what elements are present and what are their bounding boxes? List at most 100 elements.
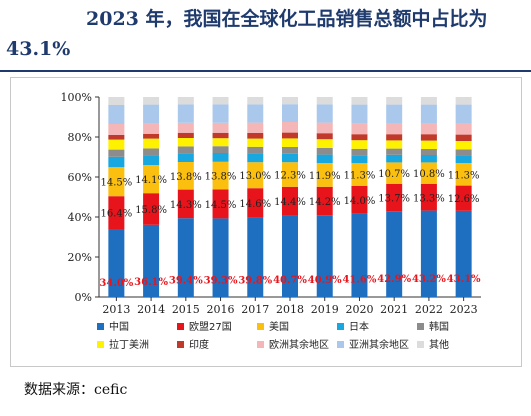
data-label: 34.0%	[99, 278, 133, 289]
bar-segment-3	[420, 162, 437, 184]
legend-label: 美国	[269, 320, 289, 333]
bar-segment-4	[455, 155, 472, 163]
bar-segment-8	[143, 123, 160, 134]
x-tick-label: 2014	[137, 303, 165, 316]
x-tick-label: 2023	[450, 303, 478, 316]
bar-segment-8	[386, 123, 403, 135]
bar-segment-6	[282, 138, 298, 147]
bar-segment-4	[177, 153, 194, 162]
bar-segment-4	[351, 155, 368, 164]
data-label: 39.3%	[204, 276, 238, 287]
y-tick-label: 100%	[61, 91, 92, 104]
bar-segment-4	[316, 154, 333, 163]
bar-segment-8	[420, 123, 437, 135]
data-label: 41.6%	[343, 275, 377, 286]
data-label: 10.7%	[378, 169, 410, 180]
bar-segment-8	[455, 123, 472, 135]
bar-segment-7	[108, 135, 125, 140]
data-label: 12.3%	[274, 171, 306, 182]
data-label: 10.8%	[413, 169, 445, 180]
bar-segment-2	[420, 184, 437, 211]
bar-segment-9	[177, 104, 194, 123]
legend-label: 印度	[189, 338, 209, 351]
bar-segment-2	[177, 189, 194, 219]
bar-segment-5	[212, 146, 229, 153]
bar-segment-10	[351, 97, 368, 105]
x-tick-label: 2017	[241, 303, 269, 316]
legend-label: 中国	[109, 320, 129, 333]
legend-label: 其他	[429, 338, 449, 351]
bar-segment-5	[247, 146, 264, 154]
data-label: 43.1%	[447, 274, 481, 285]
bar-segment-5	[143, 148, 160, 156]
bar-segment-10	[247, 97, 264, 105]
bar-segment-10	[143, 97, 160, 105]
bar-segment-6	[455, 141, 472, 150]
bar-segment-8	[108, 124, 125, 135]
title-divider	[0, 70, 531, 72]
bar-segment-3	[108, 167, 125, 197]
bar-segment-7	[282, 132, 298, 139]
data-label: 13.8%	[170, 172, 202, 183]
bar-segment-8	[247, 122, 264, 133]
legend-swatch	[97, 323, 104, 330]
bar-segment-10	[386, 97, 403, 105]
bar-segment-7	[177, 132, 194, 138]
y-tick-label: 0%	[75, 291, 92, 304]
bar-segment-6	[212, 138, 229, 147]
bar-segment-8	[282, 122, 298, 133]
bar-segment-2	[386, 183, 403, 212]
data-label: 12.6%	[448, 194, 480, 205]
data-label: 14.1%	[135, 175, 167, 186]
bar-segment-9	[316, 104, 333, 123]
chart-title: 2023 年，我国在全球化工品销售总额中占比为 43.1%	[6, 4, 528, 64]
bar-segment-7	[386, 134, 403, 141]
bar-segment-1	[386, 211, 403, 297]
data-label: 16.4%	[100, 209, 132, 220]
bar-segment-10	[316, 97, 333, 105]
bar-segment-3	[177, 162, 194, 190]
bar-segment-1	[455, 210, 472, 297]
source-note: 数据来源：cefic	[24, 382, 128, 398]
bar-segment-3	[212, 161, 229, 190]
legend-label: 拉丁美洲	[109, 338, 149, 351]
legend-label: 欧洲其余地区	[269, 338, 329, 351]
bar-segment-2	[143, 193, 160, 225]
bar-segment-8	[177, 122, 194, 133]
legend-swatch	[417, 323, 424, 330]
legend-swatch	[257, 341, 264, 348]
bar-segment-2	[247, 188, 264, 218]
bar-segment-7	[247, 133, 264, 139]
legend-label: 欧盟27国	[189, 321, 232, 333]
bar-segment-8	[212, 122, 229, 133]
legend-swatch	[97, 341, 104, 348]
data-label: 42.9%	[377, 274, 411, 285]
bar-segment-9	[351, 104, 368, 124]
bar-segment-6	[316, 139, 333, 148]
bar-segment-2	[108, 196, 125, 229]
legend-label: 韩国	[429, 320, 449, 333]
bar-segment-5	[420, 149, 437, 155]
bar-segment-10	[455, 97, 472, 105]
data-label: 15.8%	[135, 205, 167, 216]
bar-segment-10	[282, 97, 298, 105]
bar-segment-7	[351, 134, 368, 141]
bar-segment-9	[143, 104, 160, 124]
bar-segment-4	[143, 155, 160, 165]
bar-segment-9	[108, 105, 125, 124]
legend-swatch	[177, 323, 184, 330]
bar-segment-9	[282, 104, 298, 122]
bar-segment-9	[247, 104, 264, 123]
bar-segment-4	[386, 154, 403, 163]
y-tick-label: 40%	[68, 211, 92, 224]
bar-segment-7	[455, 134, 472, 141]
legend-swatch	[417, 341, 424, 348]
bar-segment-10	[420, 97, 437, 105]
bar-segment-9	[420, 104, 437, 124]
bar-segment-3	[143, 165, 160, 194]
bar-segment-7	[420, 134, 437, 141]
bar-segment-6	[420, 140, 437, 149]
x-tick-label: 2016	[207, 303, 235, 316]
x-tick-label: 2019	[311, 303, 339, 316]
data-label: 11.9%	[309, 171, 341, 182]
